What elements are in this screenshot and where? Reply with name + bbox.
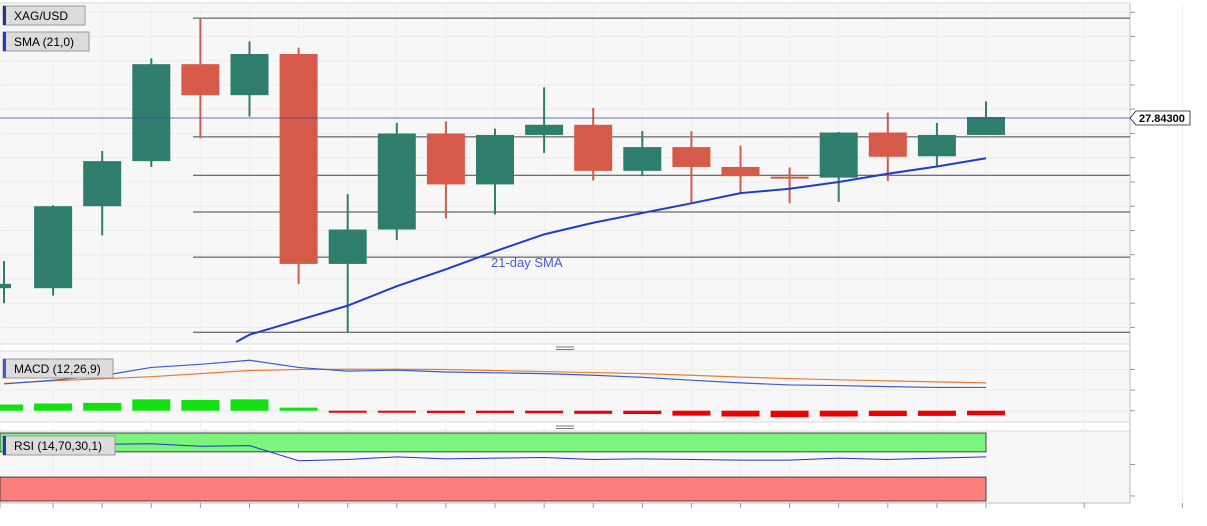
candle-body (83, 161, 122, 207)
candle-body (917, 134, 956, 157)
candle-body (426, 133, 465, 185)
macd-resize-handle[interactable] (556, 346, 574, 350)
macd-line (3, 359, 986, 389)
candle-body (328, 229, 367, 264)
symbol-label[interactable]: XAG/USD (2, 5, 86, 26)
macd-series (0, 359, 1005, 418)
macd-histogram-bar (574, 410, 613, 414)
macd-histogram-bar (230, 399, 269, 411)
candle-body (230, 53, 269, 96)
grid-lines (0, 5, 1183, 501)
candle-body (476, 134, 514, 185)
macd-histogram-bar (623, 410, 662, 415)
macd-histogram-bar (476, 410, 514, 413)
macd-panel (0, 350, 1131, 423)
date-axis-labels (0, 503, 1183, 508)
candle-body (967, 117, 1005, 135)
sma-annotation: 21-day SMA (491, 255, 563, 270)
candle-body (574, 124, 613, 171)
symbol-text: XAG/USD (14, 9, 68, 23)
macd-histogram-bar (328, 410, 367, 413)
candle-body (672, 147, 711, 167)
price-panel (0, 2, 1131, 345)
candle-body (525, 124, 564, 135)
macd-histogram-bar (868, 410, 907, 417)
macd-histogram-bar (426, 410, 465, 413)
macd-histogram-bar (967, 410, 1005, 416)
candlesticks (0, 19, 1005, 333)
candle-body (377, 133, 416, 230)
macd-histogram-bar (721, 410, 760, 417)
rsi-resize-handle[interactable] (556, 425, 574, 429)
current-price-tag: 27.84300 (1129, 110, 1191, 126)
sma-indicator-text: SMA (21,0) (14, 35, 74, 49)
candle-body (868, 132, 907, 157)
candle-body (181, 64, 220, 96)
candle-body (819, 132, 858, 178)
rsi-overbought-band (0, 432, 987, 453)
price-axis-labels (1130, 11, 1135, 497)
macd-indicator-label[interactable]: MACD (12,26,9) (2, 358, 114, 379)
candle-body (770, 176, 809, 179)
macd-histogram-bar (377, 410, 416, 413)
macd-signal-line (3, 368, 987, 385)
macd-histogram-bar (770, 410, 809, 418)
macd-histogram-bar (132, 399, 171, 411)
candle-body (279, 53, 318, 264)
candle-body (721, 166, 760, 177)
sma-21-line (235, 157, 987, 343)
current-price-value: 27.84300 (1139, 113, 1185, 125)
macd-histogram-bar (0, 404, 23, 411)
macd-histogram-bar (279, 407, 318, 411)
candle-body (132, 64, 171, 162)
macd-histogram-bar (525, 410, 564, 414)
fibonacci-levels (193, 17, 1130, 333)
macd-histogram-bar (672, 410, 711, 416)
rsi-series (0, 432, 987, 502)
sma-21-series (235, 157, 987, 343)
candle-body (0, 283, 11, 289)
macd-histogram-bar (917, 410, 956, 416)
macd-histogram-bar (83, 402, 122, 411)
rsi-indicator-label[interactable]: RSI (14,70,30,1) (2, 435, 116, 456)
rsi-indicator-text: RSI (14,70,30,1) (14, 439, 102, 453)
macd-histogram-bar (34, 403, 73, 411)
rsi-oversold-band (0, 476, 987, 502)
sma-indicator-label[interactable]: SMA (21,0) (2, 31, 90, 52)
macd-histogram-bar (181, 400, 220, 411)
macd-histogram-bar (819, 410, 858, 417)
rsi-line (3, 443, 987, 462)
candle-body (34, 206, 73, 289)
macd-indicator-text: MACD (12,26,9) (14, 362, 101, 376)
candle-body (623, 147, 662, 171)
